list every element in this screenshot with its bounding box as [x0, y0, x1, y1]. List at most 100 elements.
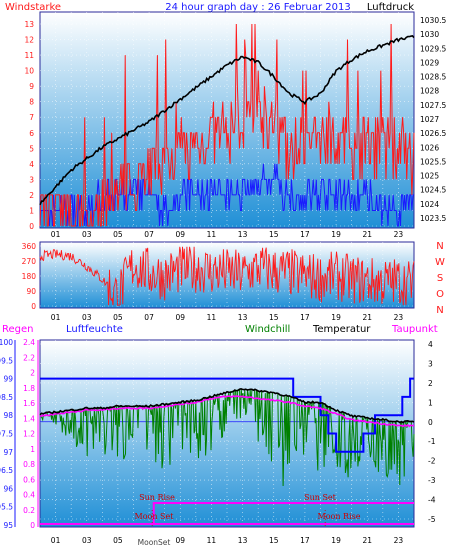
direction-tick-label: 180: [22, 272, 37, 281]
rain-tick-label: 2.2: [23, 353, 35, 362]
wind-tick-label: 6: [29, 129, 34, 138]
x-tick-label: 09: [175, 313, 185, 322]
humidity-tick-label: 97: [3, 448, 13, 457]
humidity-tick-label: 98.5: [0, 393, 13, 402]
wind-tick-label: 10: [24, 67, 34, 76]
x-tick-label: 13: [238, 230, 248, 239]
pressure-tick-label: 1028.5: [420, 73, 446, 82]
compass-label: W: [435, 257, 445, 268]
moon-set-bottom-label: MoonSet: [138, 538, 171, 547]
wind-tick-label: 7: [29, 113, 34, 122]
x-tick-label: 13: [238, 313, 248, 322]
pressure-tick-label: 1029: [420, 58, 439, 67]
x-tick-label: 03: [82, 536, 92, 545]
pressure-axis-title: Luftdruck: [367, 2, 414, 13]
series-marks: [39, 23, 415, 527]
x-tick-label: 05: [113, 313, 123, 322]
dewpoint-series-line: [39, 395, 415, 428]
direction-tick-label: 270: [22, 257, 37, 266]
legend-temperature: Temperatur: [312, 324, 371, 335]
temperature-tick-label: 1: [428, 398, 433, 407]
pressure-tick-label: 1026.5: [420, 129, 446, 138]
x-tick-label: 23: [394, 230, 404, 239]
x-tick-label: 23: [394, 536, 404, 545]
temperature-tick-label: -1: [428, 437, 436, 446]
x-tick-label: 19: [331, 536, 341, 545]
direction-tick-label: 360: [22, 242, 37, 251]
x-tick-label: 11: [207, 536, 217, 545]
x-tick-label: 01: [51, 313, 61, 322]
rain-tick-label: 0.6: [23, 475, 35, 484]
pressure-tick-label: 1029.5: [420, 44, 446, 53]
pressure-tick-label: 1024: [420, 200, 439, 209]
x-tick-label: 13: [238, 536, 248, 545]
temperature-tick-label: 0: [428, 418, 433, 427]
wind-tick-label: 12: [24, 36, 34, 45]
x-tick-label: 19: [331, 230, 341, 239]
humidity-tick-label: 99.5: [0, 356, 13, 365]
pressure-tick-label: 1023.5: [420, 214, 446, 223]
humidity-tick-label: 97.5: [0, 430, 13, 439]
x-tick-label: 15: [269, 230, 279, 239]
humidity-tick-label: 100: [0, 338, 13, 347]
sun-set-label: Sun Set: [304, 493, 337, 502]
compass-label: O: [436, 289, 444, 300]
wind-tick-label: 13: [24, 20, 34, 29]
x-tick-label: 15: [269, 536, 279, 545]
x-tick-label: 01: [51, 536, 61, 545]
wind-tick-label: 4: [29, 160, 34, 169]
legend-humidity: Luftfeuchte: [66, 324, 123, 335]
moon-rise-label: Moon Rise: [318, 512, 361, 521]
x-tick-label: 01: [51, 230, 61, 239]
pressure-tick-label: 1027: [420, 115, 439, 124]
temperature-tick-label: -2: [428, 457, 436, 466]
chart-title: 24 hour graph day : 26 Februar 2013: [165, 2, 350, 13]
rain-tick-label: 1: [30, 445, 35, 454]
pressure-tick-label: 1028: [420, 87, 439, 96]
rain-tick-label: 1.8: [23, 384, 35, 393]
temperature-tick-label: 2: [428, 379, 433, 388]
humidity-tick-label: 95.5: [0, 503, 13, 512]
compass-label: N: [436, 305, 443, 316]
x-tick-label: 15: [269, 313, 279, 322]
rain-tick-label: 0.4: [23, 491, 35, 500]
x-tick-label: 03: [82, 313, 92, 322]
temperature-tick-label: 3: [428, 359, 433, 368]
wind-tick-label: 8: [29, 98, 34, 107]
wind-tick-label: 5: [29, 144, 34, 153]
temperature-tick-label: -5: [428, 515, 436, 524]
pressure-tick-label: 1027.5: [420, 101, 446, 110]
humidity-tick-label: 96.5: [0, 466, 13, 475]
wind-speed-axis-title: Windstarke: [5, 2, 61, 13]
compass-label: N: [436, 241, 443, 252]
pressure-tick-label: 1026: [420, 143, 439, 152]
rain-tick-label: 2.4: [23, 338, 35, 347]
temperature-series-line: [39, 387, 415, 424]
humidity-tick-label: 96: [3, 484, 13, 493]
sun-rise-label: Sun Rise: [139, 493, 175, 502]
humidity-tick-label: 95: [3, 521, 13, 530]
rain-tick-label: 0: [30, 521, 35, 530]
humidity-tick-label: 99: [3, 375, 13, 384]
rain-tick-label: 0.8: [23, 460, 35, 469]
wind-tick-label: 0: [29, 222, 34, 231]
x-tick-label: 09: [175, 230, 185, 239]
humidity-series-line: [40, 377, 414, 453]
rain-tick-label: 2: [30, 369, 35, 378]
wind-tick-label: 2: [29, 191, 34, 200]
moon-set-label: Moon Set: [135, 512, 175, 521]
direction-series-line: [39, 246, 415, 306]
compass-label: S: [437, 273, 443, 284]
temperature-tick-label: 4: [428, 340, 433, 349]
humidity-tick-label: 98: [3, 411, 13, 420]
temperature-tick-label: -3: [428, 476, 436, 485]
x-tick-label: 11: [207, 230, 217, 239]
x-tick-label: 17: [300, 536, 310, 545]
rain-tick-label: 1.4: [23, 414, 35, 423]
direction-tick-label: 0: [31, 302, 36, 311]
x-tick-label: 23: [394, 313, 404, 322]
x-tick-label: 21: [362, 536, 372, 545]
rain-tick-label: 1.2: [23, 430, 35, 439]
x-tick-label: 05: [113, 536, 123, 545]
